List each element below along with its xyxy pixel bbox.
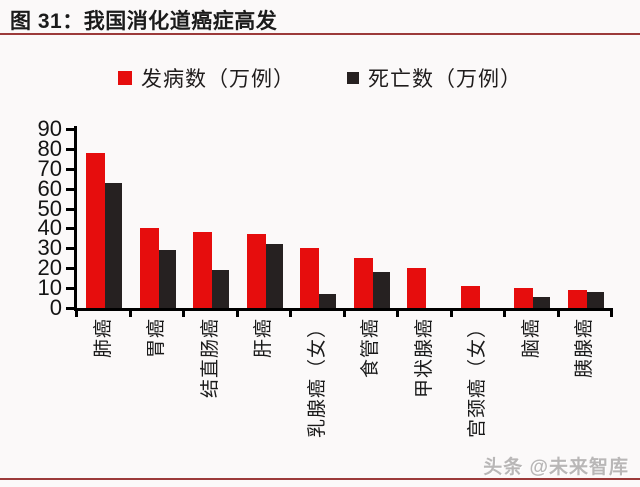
death-bar (266, 244, 283, 308)
y-axis-tick-label: 80 (37, 136, 62, 161)
x-axis-tick (236, 308, 239, 317)
y-axis-line (74, 126, 77, 311)
incidence-bar (514, 288, 533, 308)
watermark: 头条 @未来智库 (483, 457, 629, 478)
incidence-bar (86, 153, 105, 308)
y-axis-tick (66, 208, 74, 211)
death-bar (212, 270, 229, 308)
chart-legend: 发病数（万例） 死亡数（万例） (0, 63, 640, 93)
y-axis-tick (66, 188, 74, 191)
x-axis-category-label: 食管癌 (360, 318, 381, 379)
legend-item: 发病数（万例） (118, 63, 295, 93)
x-axis-category-label: 结直肠癌 (200, 318, 221, 399)
bottom-rule (0, 478, 640, 480)
y-axis-tick (66, 247, 74, 250)
x-axis-category-label: 肝癌 (253, 318, 274, 359)
y-axis-tick (66, 128, 74, 131)
y-axis-tick (66, 287, 74, 290)
incidence-bar (193, 232, 212, 308)
incidence-bar (568, 290, 587, 308)
y-axis-tick-label: 20 (37, 255, 62, 280)
death-bar (533, 297, 550, 308)
legend-marker-swatch (347, 72, 359, 84)
x-axis-tick (343, 308, 346, 317)
x-axis-tick (129, 308, 132, 317)
death-bar (373, 272, 390, 308)
x-axis-tick (289, 308, 292, 317)
legend-label: 死亡数（万例） (368, 68, 522, 91)
y-axis-tick-label: 50 (37, 196, 62, 221)
y-axis-tick (66, 148, 74, 151)
y-axis-tick-label: 90 (37, 116, 62, 141)
x-axis-category-label: 脑癌 (521, 318, 542, 359)
x-axis-category-label: 胰腺癌 (574, 318, 595, 379)
y-axis-tick (66, 267, 74, 270)
death-bar (159, 250, 176, 308)
incidence-bar (461, 286, 480, 308)
x-axis-tick (75, 308, 78, 317)
legend-item: 死亡数（万例） (347, 63, 522, 93)
x-axis-tick (557, 308, 560, 317)
death-bar (105, 183, 122, 308)
y-axis-tick-label: 10 (37, 275, 62, 300)
x-axis-category-label: 甲状腺癌 (414, 318, 435, 399)
x-axis-category-label: 宫颈癌（女） (467, 318, 488, 439)
x-axis-category-label: 乳腺癌（女） (307, 318, 328, 439)
legend-label: 发病数（万例） (141, 68, 295, 91)
death-bar (587, 292, 604, 308)
x-axis-tick (610, 308, 613, 317)
y-axis-tick (66, 227, 74, 230)
x-axis-tick (182, 308, 185, 317)
x-axis-tick (450, 308, 453, 317)
legend-marker-swatch (118, 71, 132, 85)
x-axis-category-label: 肺癌 (93, 318, 114, 359)
incidence-bar (140, 228, 159, 308)
y-axis-tick-label: 40 (37, 215, 62, 240)
figure-title: 图 31：我国消化道癌症高发 (10, 10, 278, 33)
title-underline (0, 33, 640, 35)
y-axis-tick (66, 307, 74, 310)
y-axis-tick-label: 70 (37, 156, 62, 181)
incidence-bar (407, 268, 426, 308)
incidence-bar (354, 258, 373, 308)
y-axis-tick (66, 168, 74, 171)
x-axis-tick (396, 308, 399, 317)
x-axis-category-label: 胃癌 (146, 318, 167, 359)
x-axis-tick (503, 308, 506, 317)
y-axis-tick-label: 60 (37, 176, 62, 201)
incidence-bar (247, 234, 266, 308)
y-axis-tick-label: 30 (37, 235, 62, 260)
death-bar (319, 294, 336, 308)
incidence-bar (300, 248, 319, 308)
y-axis-tick-label: 0 (49, 295, 62, 320)
